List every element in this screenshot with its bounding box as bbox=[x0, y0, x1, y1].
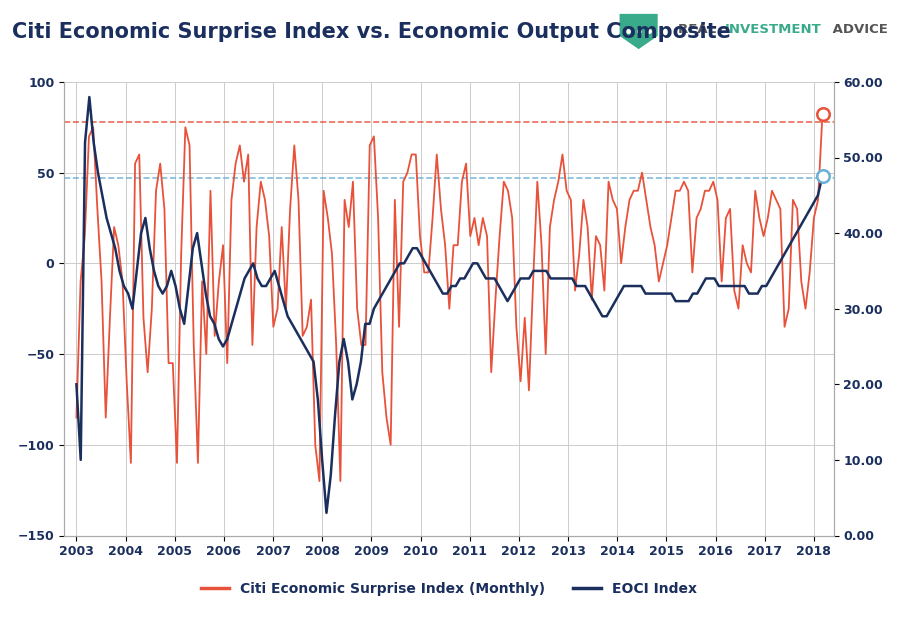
Polygon shape bbox=[619, 14, 658, 49]
Text: INVESTMENT: INVESTMENT bbox=[725, 23, 822, 36]
Text: REAL: REAL bbox=[678, 23, 721, 36]
Legend: Citi Economic Surprise Index (Monthly), EOCI Index: Citi Economic Surprise Index (Monthly), … bbox=[195, 576, 703, 601]
Text: Citi Economic Surprise Index vs. Economic Output Composite: Citi Economic Surprise Index vs. Economi… bbox=[12, 22, 731, 42]
Text: ADVICE: ADVICE bbox=[828, 23, 888, 36]
